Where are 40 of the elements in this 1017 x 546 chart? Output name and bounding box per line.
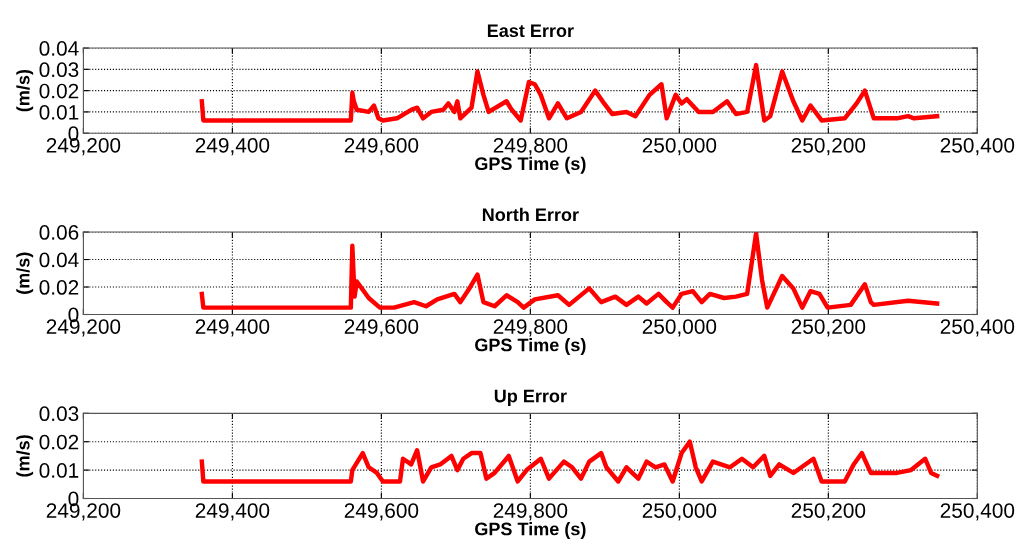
x-axis-title: GPS Time (s) [475,156,586,174]
y-tick-label: 0.03 [39,62,79,78]
y-axis-title: (m/s) [16,435,34,477]
x-tick-label: 250,200 [791,319,866,337]
x-tick-label: 250,400 [940,319,1015,337]
chart-title: North Error [482,207,579,222]
x-tick-label: 249,600 [344,319,419,337]
x-tick-label: 249,600 [344,137,419,156]
x-tick-label: 250,000 [642,319,717,337]
y-axis-title: (m/s) [16,252,34,294]
y-tick-label: 0.01 [39,463,79,478]
x-tick-label: 250,000 [642,503,717,521]
y-tick-label: 0.03 [39,406,79,422]
x-tick-label: 250,400 [940,137,1015,156]
y-tick-label: 0.01 [39,104,79,120]
x-tick-label: 249,400 [195,503,270,521]
y-tick-label: 0.04 [39,252,79,268]
x-tick-label: 249,800 [493,319,568,337]
chart-title: Up Error [494,389,567,406]
chart-title: East Error [487,24,574,38]
x-tick-label: 250,400 [940,503,1015,521]
line-series [199,439,940,484]
x-tick-label: 249,400 [195,137,270,156]
y-tick-label: 0.06 [39,225,79,240]
line-series [199,62,940,123]
x-tick-label: 250,000 [642,137,717,156]
y-tick-label: 0.02 [39,280,79,295]
x-axis-title: GPS Time (s) [475,522,586,539]
x-tick-label: 249,600 [344,503,419,521]
x-tick-label: 249,400 [195,319,270,337]
y-tick-label: 0.04 [39,41,79,56]
x-tick-label: 249,800 [493,503,568,521]
y-tick-label: 0.02 [39,83,79,99]
x-tick-label: 249,800 [493,137,568,156]
line-series [199,232,940,310]
x-tick-label: 250,200 [791,503,866,521]
y-axis-title: (m/s) [16,69,34,112]
x-tick-label: 250,200 [791,137,866,156]
x-axis-title: GPS Time (s) [475,338,586,355]
y-tick-label: 0.02 [39,434,79,450]
